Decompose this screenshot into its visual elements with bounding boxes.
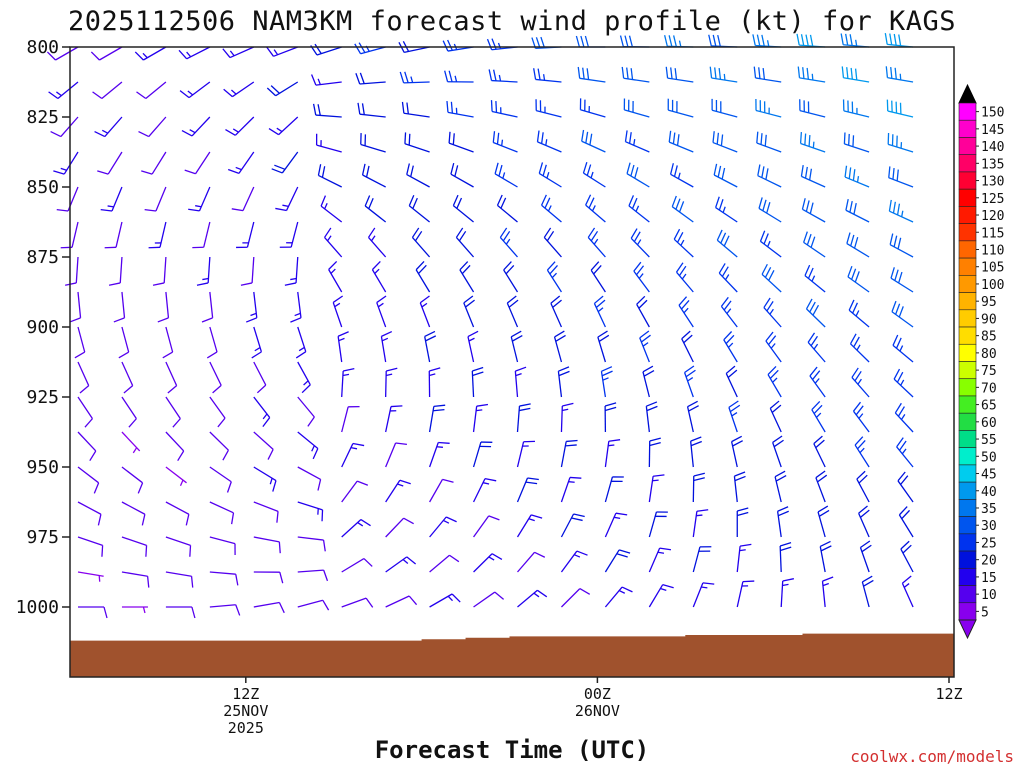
colorbar-swatch bbox=[959, 603, 976, 620]
colorbar-label: 115 bbox=[981, 226, 1004, 241]
colorbar-label: 65 bbox=[981, 399, 997, 414]
colorbar-label: 150 bbox=[981, 106, 1004, 121]
y-tick-label-6: 950 bbox=[26, 457, 59, 478]
y-tick-label-8: 1000 bbox=[16, 597, 59, 618]
colorbar-swatch bbox=[959, 413, 976, 430]
colorbar-label: 75 bbox=[981, 364, 997, 379]
colorbar-swatch bbox=[959, 137, 976, 154]
colorbar-swatch bbox=[959, 568, 976, 585]
colorbar-label: 105 bbox=[981, 261, 1004, 276]
colorbar-swatch bbox=[959, 482, 976, 499]
x-tick-label-1-1: 26NOV bbox=[575, 702, 620, 720]
colorbar-swatch bbox=[959, 258, 976, 275]
y-tick-label-1: 825 bbox=[26, 107, 59, 128]
colorbar-swatch bbox=[959, 430, 976, 447]
colorbar-label: 20 bbox=[981, 554, 997, 569]
x-tick-label-0-1: 25NOV bbox=[223, 702, 268, 720]
colorbar-swatch bbox=[959, 224, 976, 241]
plot-area bbox=[47, 33, 954, 677]
colorbar-label: 70 bbox=[981, 381, 997, 396]
wind-barb bbox=[621, 36, 650, 47]
colorbar-swatch bbox=[959, 448, 976, 465]
colorbar-swatch bbox=[959, 206, 976, 223]
colorbar-swatch bbox=[959, 551, 976, 568]
x-tick-label-2-0: 12Z bbox=[935, 685, 962, 703]
colorbar-swatch bbox=[959, 172, 976, 189]
y-tick-label-4: 900 bbox=[26, 317, 59, 338]
x-axis: 12Z25NOV202500Z26NOV12Z bbox=[223, 677, 962, 737]
colorbar-label: 35 bbox=[981, 502, 997, 517]
colorbar-label: 40 bbox=[981, 485, 997, 500]
wind-barb bbox=[576, 36, 605, 47]
colorbar-label: 15 bbox=[981, 571, 997, 586]
colorbar-label: 30 bbox=[981, 519, 997, 534]
colorbar-swatch bbox=[959, 379, 976, 396]
x-axis-label: Forecast Time (UTC) bbox=[375, 736, 650, 764]
colorbar-label: 10 bbox=[981, 588, 997, 603]
colorbar-swatch bbox=[959, 189, 976, 206]
y-tick-label-7: 975 bbox=[26, 527, 59, 548]
colorbar-label: 95 bbox=[981, 295, 997, 310]
colorbar-swatch bbox=[959, 120, 976, 137]
colorbar-swatch bbox=[959, 344, 976, 361]
y-tick-label-0: 800 bbox=[26, 37, 59, 58]
plot-background bbox=[70, 47, 954, 677]
colorbar-label: 130 bbox=[981, 175, 1004, 190]
colorbar-swatch bbox=[959, 103, 976, 120]
colorbar-label: 50 bbox=[981, 450, 997, 465]
y-tick-label-3: 875 bbox=[26, 247, 59, 268]
y-axis: 800 825 850 875 900 925 950 975 1000 bbox=[16, 37, 70, 618]
x-tick-label-1-0: 00Z bbox=[584, 685, 611, 703]
colorbar-swatch bbox=[959, 586, 976, 603]
colorbar-label: 140 bbox=[981, 140, 1004, 155]
colorbar-label: 125 bbox=[981, 192, 1004, 207]
colorbar-label: 110 bbox=[981, 243, 1004, 258]
colorbar-swatch bbox=[959, 327, 976, 344]
colorbar-swatch bbox=[959, 293, 976, 310]
colorbar-label: 85 bbox=[981, 330, 997, 345]
speed-colorbar: 1501451401351301251201151101051009590858… bbox=[959, 85, 1004, 638]
colorbar-swatch bbox=[959, 362, 976, 379]
colorbar-bottom-arrow bbox=[959, 620, 976, 638]
colorbar-top-arrow bbox=[959, 85, 976, 103]
y-tick-label-5: 925 bbox=[26, 387, 59, 408]
colorbar-label: 60 bbox=[981, 416, 997, 431]
colorbar-label: 145 bbox=[981, 123, 1004, 138]
x-tick-label-0-2: 2025 bbox=[228, 719, 264, 737]
colorbar-label: 45 bbox=[981, 468, 997, 483]
colorbar-label: 25 bbox=[981, 536, 997, 551]
colorbar-label: 100 bbox=[981, 278, 1004, 293]
colorbar-swatch bbox=[959, 310, 976, 327]
y-tick-label-2: 850 bbox=[26, 177, 59, 198]
colorbar-swatch bbox=[959, 275, 976, 292]
colorbar-swatch bbox=[959, 499, 976, 516]
colorbar-label: 5 bbox=[981, 605, 989, 620]
colorbar-swatch bbox=[959, 155, 976, 172]
x-tick-label-0-0: 12Z bbox=[232, 685, 259, 703]
colorbar-label: 80 bbox=[981, 347, 997, 362]
colorbar-label: 135 bbox=[981, 157, 1004, 172]
colorbar-swatch bbox=[959, 517, 976, 534]
colorbar-label: 55 bbox=[981, 433, 997, 448]
chart-title: 2025112506 NAM3KM forecast wind profile … bbox=[68, 6, 956, 37]
colorbar-swatch bbox=[959, 241, 976, 258]
colorbar-swatch bbox=[959, 465, 976, 482]
colorbar-label: 90 bbox=[981, 312, 997, 327]
credit-text[interactable]: coolwx.com/models bbox=[850, 747, 1014, 766]
wind-profile-chart: 2025112506 NAM3KM forecast wind profile … bbox=[0, 0, 1024, 768]
colorbar-swatch bbox=[959, 534, 976, 551]
colorbar-label: 120 bbox=[981, 209, 1004, 224]
colorbar-swatch bbox=[959, 396, 976, 413]
